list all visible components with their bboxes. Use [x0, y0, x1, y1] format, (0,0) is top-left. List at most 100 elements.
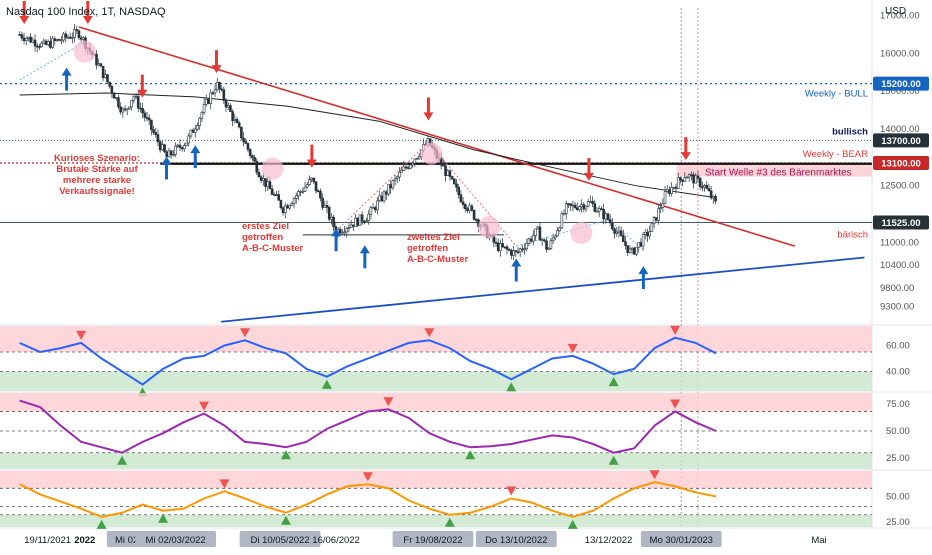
candle-body	[132, 96, 136, 101]
price-tag-label: 15200.00	[881, 79, 921, 90]
candle-body	[453, 178, 456, 185]
candle-body	[525, 243, 529, 250]
candle-body	[99, 63, 103, 67]
candle-body	[259, 176, 263, 181]
candle-body	[226, 105, 230, 108]
candle-body	[365, 220, 368, 222]
candle-body	[650, 223, 654, 232]
candle-body	[266, 181, 270, 187]
candle-body	[707, 188, 711, 192]
candle-body	[611, 222, 614, 230]
candle-body	[204, 99, 208, 105]
candle-body	[450, 176, 454, 180]
sell-signal-arrow	[211, 50, 222, 74]
candle-body	[698, 178, 702, 188]
candle-body	[367, 213, 371, 221]
weekly-bear-label: Weekly - BEAR	[803, 149, 868, 160]
arrow-shaft	[426, 97, 430, 114]
time-tag	[392, 531, 474, 547]
candle-body	[316, 190, 320, 193]
candle-body	[659, 207, 662, 210]
candle-body	[560, 213, 564, 229]
candle-body	[176, 144, 180, 147]
rsi-sell-triangle	[567, 343, 578, 353]
candle-body	[73, 29, 76, 38]
candle-body	[547, 248, 551, 250]
candle-body	[683, 177, 687, 182]
candle-body	[325, 205, 329, 208]
stoch-oversold-zone	[0, 452, 872, 469]
rsi-buy-triangle	[506, 382, 517, 392]
candle-body	[619, 230, 623, 236]
candle-body	[600, 208, 603, 210]
candle-body	[169, 150, 173, 156]
cci-tick-label: 50.00	[886, 491, 910, 502]
candle-body	[630, 247, 634, 250]
candle-body	[218, 82, 221, 90]
candle-body	[714, 196, 717, 202]
candle-body	[174, 145, 177, 155]
candle-body	[501, 243, 504, 248]
candle-body	[163, 144, 166, 153]
candle-body	[613, 228, 616, 234]
candle-body	[27, 36, 30, 39]
candle-body	[543, 239, 546, 242]
candle-body	[172, 154, 175, 156]
stoch-overbought-zone	[0, 393, 872, 412]
candle-body	[521, 248, 524, 251]
candle-body	[545, 240, 548, 250]
candle-body	[507, 249, 511, 251]
candle-body	[523, 248, 526, 251]
candle-body	[652, 217, 656, 224]
sell-signal-arrow	[583, 157, 594, 181]
candle-body	[413, 158, 417, 164]
time-tick-label: 16/06/2022	[312, 535, 360, 546]
rsi-tick-label: 40.00	[886, 367, 910, 378]
time-tick-label: 19/11/2021	[24, 535, 71, 546]
candle-body	[286, 205, 289, 209]
target2-text: zweites Ziel	[407, 232, 460, 243]
candle-body	[103, 74, 107, 79]
candle-body	[654, 217, 658, 221]
arrow-head	[331, 228, 342, 237]
cci-sell-triangle	[506, 486, 517, 496]
price-tick-label: 17000.00	[880, 11, 920, 22]
candle-body	[393, 178, 397, 181]
candle-body	[71, 36, 74, 39]
candle-body	[165, 151, 169, 158]
rsi-sell-triangle	[670, 325, 681, 335]
buy-signal-arrow	[511, 258, 522, 282]
candle-body	[696, 175, 700, 179]
candle-body	[641, 233, 645, 247]
candle-body	[294, 195, 298, 199]
candle-body	[185, 142, 188, 146]
bear-trendline	[78, 26, 796, 247]
candle-body	[376, 200, 379, 211]
abc-dotted-line	[19, 41, 86, 81]
candle-body	[314, 181, 318, 192]
candle-body	[338, 228, 342, 234]
candle-body	[668, 189, 671, 194]
candle-body	[301, 190, 305, 193]
candle-body	[363, 221, 366, 223]
candle-body	[64, 33, 68, 38]
candle-body	[60, 39, 63, 42]
highlight-circle	[570, 221, 593, 244]
rsi-line	[19, 336, 717, 386]
chart-title: Nasdaq 100 Index, 1T, NASDAQ	[6, 6, 166, 18]
candle-body	[82, 37, 85, 40]
currency-label: USD	[885, 6, 906, 17]
candle-body	[202, 103, 206, 113]
candle-body	[145, 117, 149, 119]
candle-body	[378, 195, 381, 202]
candle-body	[402, 166, 406, 171]
price-tag-label: 13100.00	[881, 159, 921, 170]
candle-body	[347, 227, 351, 229]
rsi-tick-label: 60.00	[886, 341, 910, 352]
candle-body	[674, 186, 678, 189]
candle-body	[575, 207, 579, 210]
candle-body	[395, 176, 399, 179]
candle-body	[534, 228, 537, 237]
